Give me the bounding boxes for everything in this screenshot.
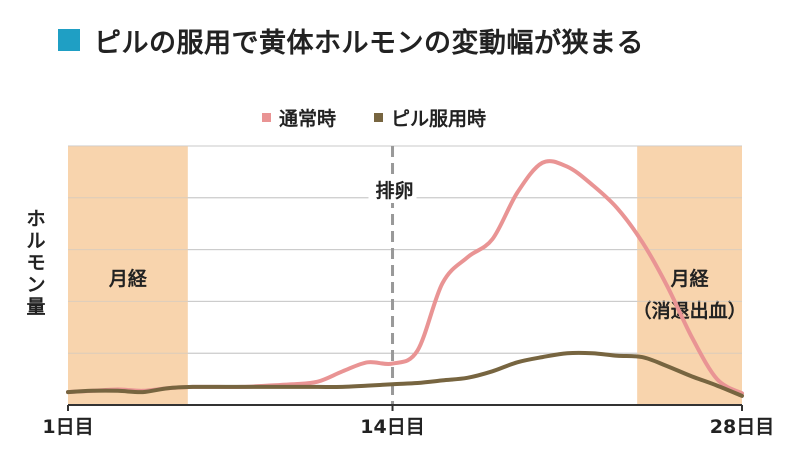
x-tick-label: 1日目 bbox=[42, 416, 93, 438]
withdrawal-bleeding-label: （消退出血） bbox=[633, 299, 747, 322]
legend-label-pill: ピル服用時 bbox=[391, 108, 487, 130]
ovulation-label: 排卵 bbox=[376, 179, 414, 202]
menses-label: 月経 bbox=[670, 267, 710, 290]
menses-label: 月経 bbox=[108, 267, 148, 290]
ovulation-label-bg bbox=[368, 177, 417, 203]
chart-title-block: ピルの服用で黄体ホルモンの変動幅が狭まる bbox=[58, 20, 644, 60]
series-line-pill bbox=[66, 350, 744, 398]
y-axis-label: ホルモン量 bbox=[26, 208, 46, 318]
x-tick-label: 14日目 bbox=[360, 416, 424, 438]
legend-swatch-pill bbox=[374, 113, 384, 122]
legend: 通常時 ピル服用時 bbox=[262, 104, 524, 131]
legend-item-pill: ピル服用時 bbox=[374, 104, 486, 131]
legend-label-normal: 通常時 bbox=[279, 108, 337, 130]
chart-title: ピルの服用で黄体ホルモンの変動幅が狭まる bbox=[94, 27, 644, 59]
legend-item-normal: 通常時 bbox=[262, 104, 336, 131]
x-tick-label: 28日目 bbox=[710, 416, 774, 438]
title-marker-square bbox=[58, 29, 80, 51]
menses-band bbox=[68, 146, 188, 405]
legend-swatch-normal bbox=[262, 113, 271, 122]
